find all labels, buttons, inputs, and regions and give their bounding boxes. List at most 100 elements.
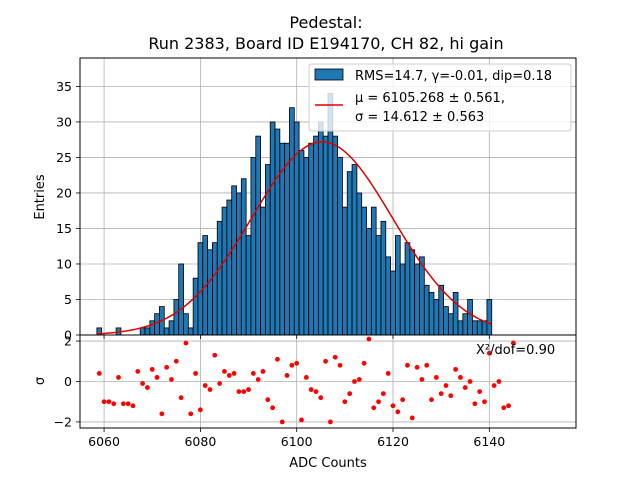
- y-tick-label-top: 25: [56, 150, 72, 165]
- residual-point: [125, 401, 131, 407]
- residual-point: [106, 399, 112, 405]
- residual-point: [366, 336, 372, 342]
- residual-point: [371, 405, 377, 411]
- y-tick-label-top: 35: [56, 79, 72, 94]
- histogram-bar: [467, 299, 473, 336]
- histogram-bar: [452, 291, 459, 336]
- residual-point: [255, 377, 261, 382]
- residual-point: [482, 399, 487, 405]
- histogram-bar: [173, 299, 180, 336]
- histogram-bar: [414, 263, 420, 336]
- x-tick-label: 6100: [281, 434, 313, 449]
- histogram-bar: [342, 206, 348, 336]
- histogram-bar: [255, 135, 261, 336]
- y-tick-label-top: 0: [64, 328, 72, 343]
- residual-point: [303, 375, 309, 380]
- residual-point: [188, 411, 194, 417]
- residual-point: [279, 419, 285, 425]
- residual-point: [159, 411, 165, 417]
- residual-point: [496, 379, 502, 384]
- histogram-bar: [178, 263, 184, 336]
- residual-point: [376, 399, 381, 405]
- legend: RMS=14.7, γ=-0.01, dip=0.18 μ = 6105.268…: [308, 63, 572, 132]
- y-tick-label-top: 10: [56, 256, 72, 271]
- residual-point: [135, 368, 141, 374]
- residual-point: [414, 364, 420, 370]
- histogram-bar: [149, 320, 156, 336]
- histogram-bar: [366, 228, 372, 336]
- histogram-bar: [419, 256, 425, 336]
- histogram-bar: [269, 121, 276, 336]
- residual-point: [120, 401, 126, 407]
- residual-point: [467, 379, 473, 384]
- x-tick-label: 6140: [473, 434, 505, 449]
- residual-point: [458, 375, 463, 380]
- chi2-annotation: X²/dof=0.90: [476, 343, 555, 358]
- residual-point: [178, 395, 184, 401]
- y-tick-label-bottom: −2: [54, 414, 72, 429]
- residual-point: [390, 403, 396, 409]
- residual-point: [193, 371, 198, 376]
- histogram-bar: [351, 164, 358, 336]
- y-tick-label-top: 15: [56, 221, 72, 236]
- histogram-bar: [337, 157, 343, 336]
- histogram-bar: [332, 135, 339, 336]
- residual-point: [380, 391, 386, 397]
- residual-point: [352, 379, 357, 384]
- residual-point: [477, 389, 483, 395]
- residual-point: [486, 350, 492, 356]
- residual-point: [96, 371, 102, 376]
- residual-point: [212, 352, 218, 358]
- histogram-bar: [308, 142, 314, 336]
- residual-point: [222, 368, 227, 374]
- histogram-bar: [139, 327, 146, 336]
- residual-point: [236, 389, 242, 395]
- histogram-bar: [390, 270, 396, 336]
- histogram-bar: [462, 313, 469, 336]
- histogram-bar: [313, 135, 319, 336]
- histogram-bar: [240, 178, 247, 336]
- histogram-bar: [443, 306, 449, 336]
- chart-title-line1: Pedestal:: [289, 13, 362, 32]
- histogram-bar: [298, 149, 305, 336]
- residual-point: [328, 419, 333, 425]
- x-tick-label: 6060: [88, 434, 120, 449]
- histogram-bar: [250, 157, 257, 336]
- residual-point: [207, 387, 213, 392]
- residual-point: [173, 358, 179, 364]
- residual-point: [294, 360, 300, 366]
- chart-title-line2: Run 2383, Board ID E194170, CH 82, hi ga…: [148, 34, 503, 53]
- residual-point: [308, 387, 314, 392]
- histogram-bar: [303, 157, 310, 336]
- legend-fit-mu: μ = 6105.268 ± 0.561,: [355, 91, 505, 106]
- residual-point: [438, 391, 444, 397]
- residual-point: [332, 354, 338, 360]
- residual-point: [275, 356, 280, 362]
- residual-point: [116, 375, 121, 380]
- histogram-bar: [154, 313, 160, 336]
- residual-point: [510, 340, 516, 346]
- residual-point: [429, 397, 434, 403]
- residual-point: [337, 362, 343, 368]
- histogram-bar: [236, 192, 242, 336]
- histogram-bar: [216, 220, 223, 336]
- histogram-bar: [375, 235, 382, 336]
- residual-point: [250, 371, 256, 376]
- histogram-bar: [486, 299, 493, 336]
- residual-point: [347, 391, 353, 397]
- y-tick-label-top: 30: [56, 114, 72, 129]
- y-tick-label-top: 5: [64, 292, 72, 307]
- histogram-bar: [212, 242, 218, 336]
- residual-point: [202, 383, 208, 388]
- residual-point: [433, 375, 439, 380]
- residual-point: [472, 401, 478, 407]
- residual-point: [299, 417, 304, 423]
- histogram-bar: [187, 327, 194, 336]
- histogram-bar: [428, 291, 435, 336]
- y-axis-ticks-bottom: −2 0 2: [54, 334, 80, 429]
- y-axis-label-bottom: σ: [33, 377, 48, 385]
- residual-point: [385, 371, 391, 376]
- histogram-bar: [423, 284, 430, 336]
- residual-point: [169, 377, 174, 382]
- histogram-bar: [245, 235, 252, 336]
